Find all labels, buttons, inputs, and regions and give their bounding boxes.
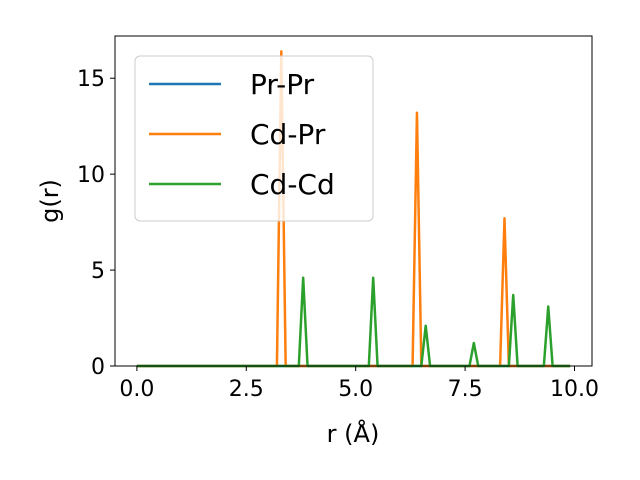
y-tick-label: 0 (91, 355, 105, 380)
y-tick-label: 5 (91, 259, 105, 284)
y-axis-title: g(r) (36, 179, 64, 223)
x-tick-label: 2.5 (229, 377, 264, 402)
x-tick-label: 5.0 (338, 377, 373, 402)
x-tick-label: 10.0 (550, 377, 599, 402)
legend: Pr-Pr Cd-Pr Cd-Cd (134, 55, 374, 222)
plot-frame (114, 35, 593, 367)
legend-label-cd-cd: Cd-Cd (250, 168, 335, 201)
axis-layer: 0.0 2.5 5.0 7.5 10.0 0 5 10 15 (77, 67, 599, 402)
x-tick-label: 7.5 (448, 377, 483, 402)
x-axis-title: r (Å) (327, 419, 380, 448)
legend-label-pr-pr: Pr-Pr (250, 68, 315, 101)
y-tick-label: 15 (77, 67, 105, 92)
legend-entries: Pr-Pr Cd-Pr Cd-Cd (149, 68, 335, 201)
legend-box (134, 55, 374, 222)
x-tick-label: 0.0 (119, 377, 154, 402)
y-tick-label: 10 (77, 163, 105, 188)
legend-label-cd-pr: Cd-Pr (250, 118, 326, 151)
